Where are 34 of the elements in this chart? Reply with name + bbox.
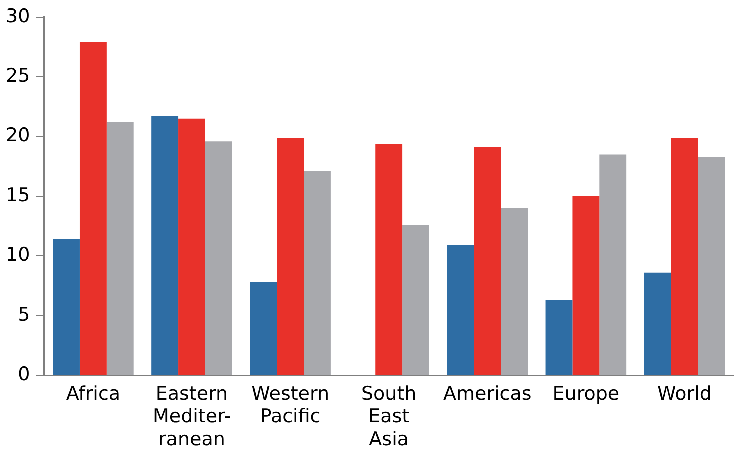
- x-tick-label: World: [658, 382, 712, 405]
- x-tick-label: Americas: [443, 382, 532, 405]
- x-tick-label: Eastern Mediter-ranean: [152, 382, 232, 451]
- bar: [178, 118, 206, 376]
- bar: [644, 272, 672, 376]
- x-tick-label: Europe: [552, 382, 620, 405]
- bar: [250, 282, 278, 376]
- bar: [572, 196, 600, 376]
- bar: [447, 245, 474, 376]
- x-tick-label: South East Asia: [361, 382, 417, 451]
- y-tick-label: 5: [18, 304, 30, 326]
- bar: [698, 157, 726, 376]
- bar: [600, 154, 627, 376]
- bar: [53, 239, 80, 376]
- bar: [402, 225, 430, 376]
- y-tick-label: 10: [6, 244, 30, 266]
- y-tick-label: 15: [6, 184, 30, 206]
- y-tick-label: 20: [6, 124, 30, 147]
- y-tick-label: 25: [6, 65, 30, 88]
- bar: [106, 122, 134, 376]
- bar: [80, 42, 107, 376]
- bar: [501, 208, 528, 376]
- y-tick-label: 30: [6, 5, 30, 28]
- bar: [304, 171, 331, 376]
- bar: [205, 142, 232, 376]
- bar: [277, 138, 304, 376]
- bar: [152, 116, 179, 376]
- bar: [376, 144, 403, 376]
- bar: [671, 138, 698, 376]
- bar: [474, 148, 502, 376]
- bar: [546, 300, 573, 376]
- x-tick-label: Africa: [66, 382, 121, 405]
- y-tick-label: 0: [18, 364, 30, 386]
- x-tick-label: Western Pacific: [252, 382, 330, 428]
